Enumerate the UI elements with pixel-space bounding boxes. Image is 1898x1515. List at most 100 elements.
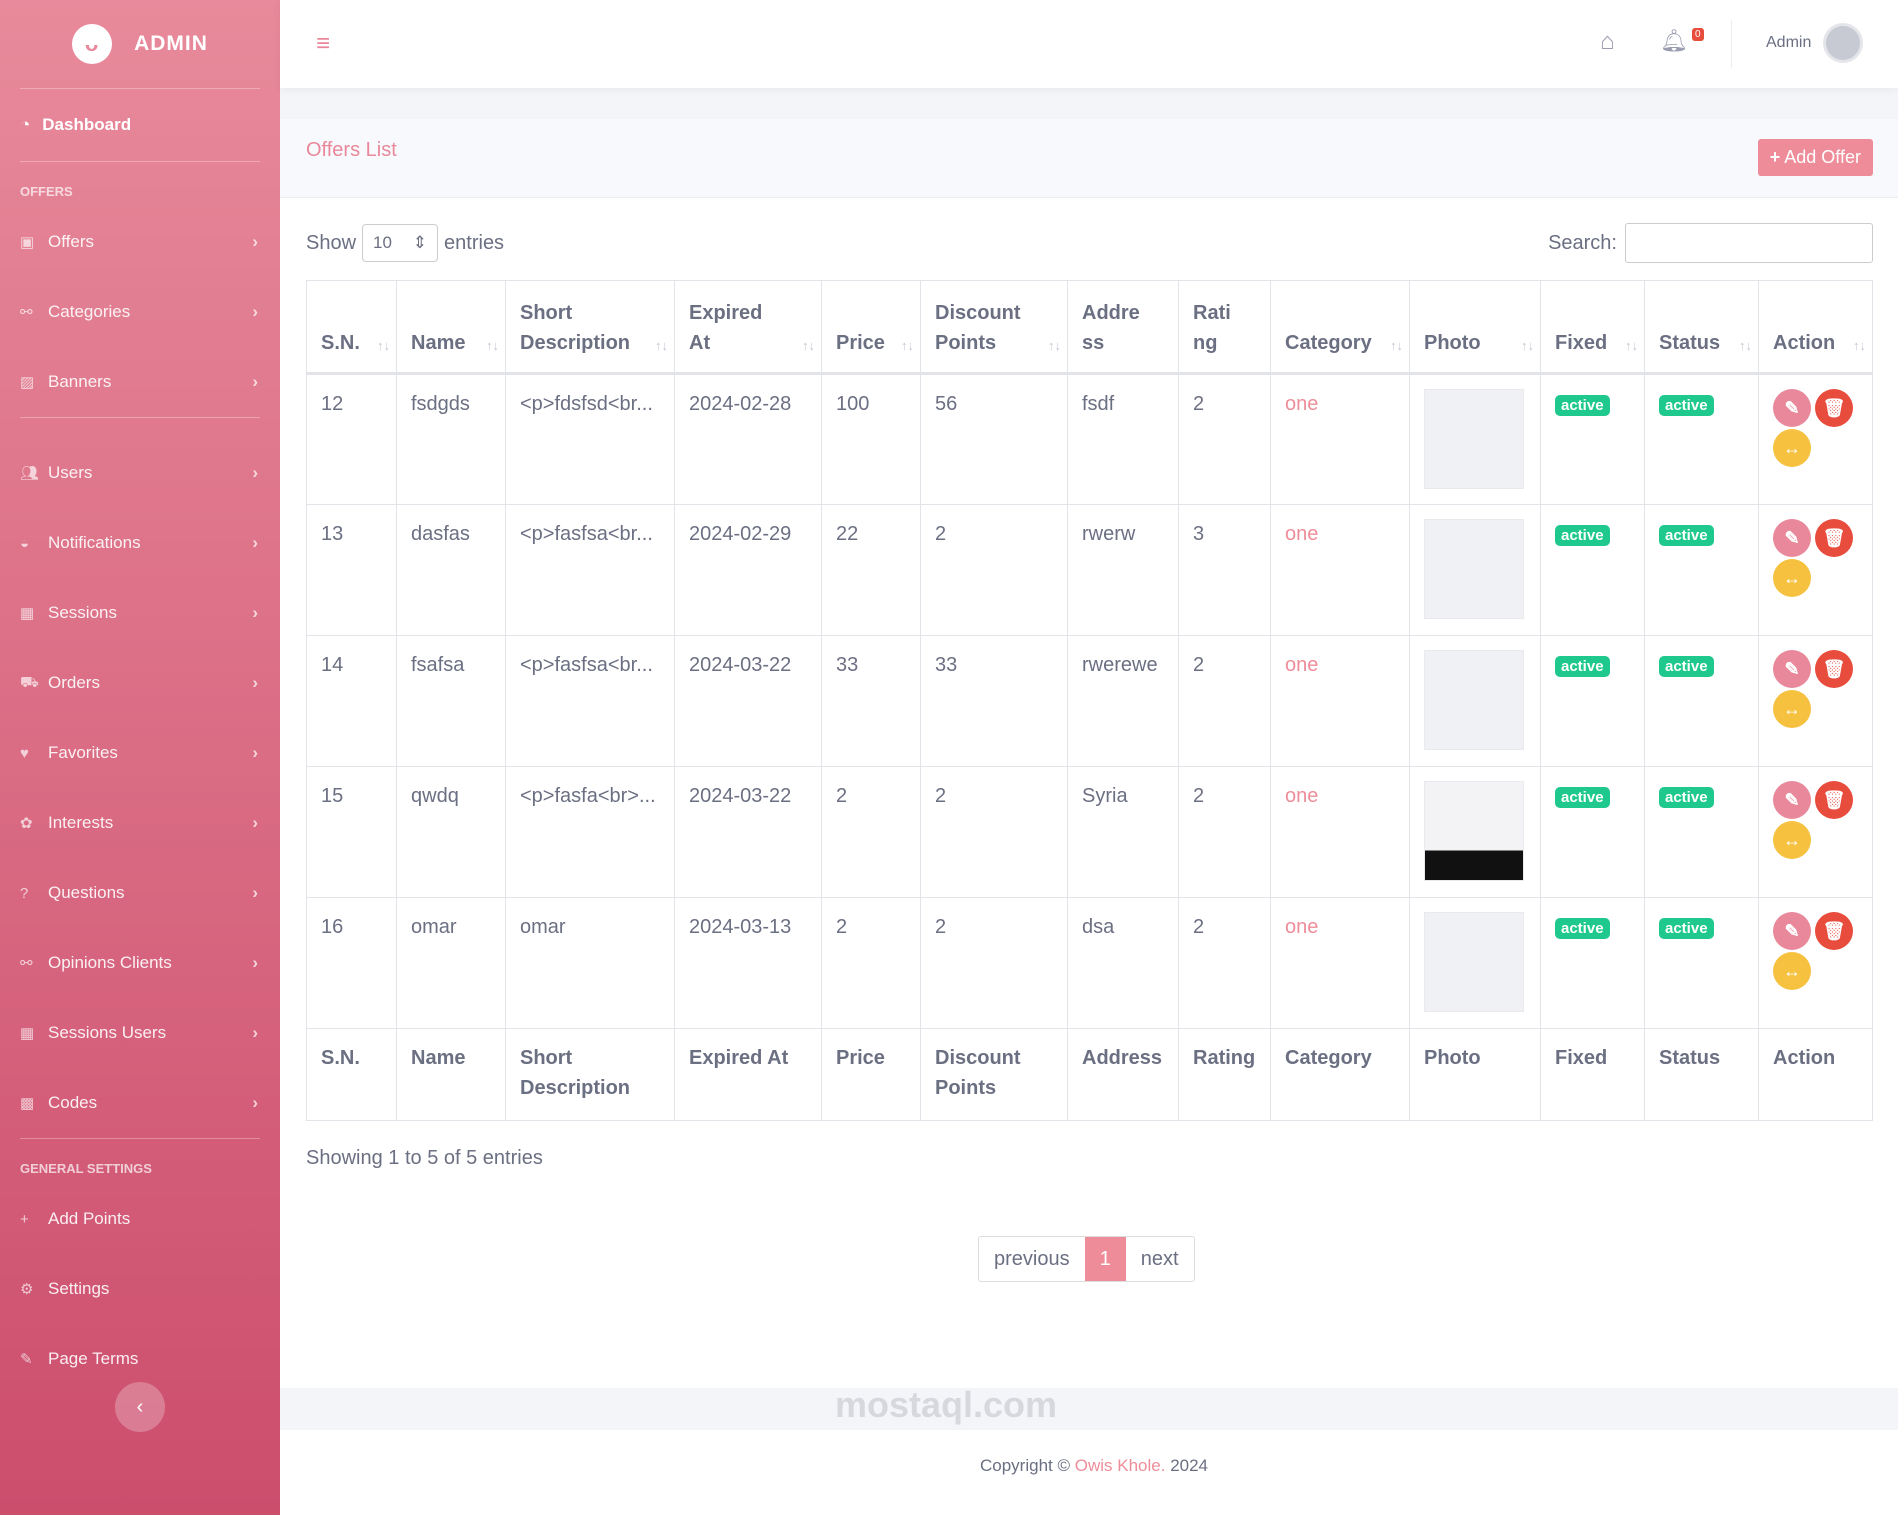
column-header[interactable]: Discount Points ↑↓ — [920, 280, 1068, 375]
sidebar-item-codes[interactable]: ▩ Codes › — [0, 1068, 280, 1138]
cell-expired: 2024-03-22 — [674, 635, 822, 767]
next-button[interactable]: next — [1140, 1247, 1179, 1270]
search-label: Search: — [1548, 231, 1617, 254]
edit-button[interactable]: ✎ — [1773, 389, 1811, 427]
label: Categories — [48, 302, 131, 321]
edit-button[interactable]: ✎ — [1773, 912, 1811, 950]
column-header[interactable]: Fixed ↑↓ — [1540, 280, 1645, 375]
header-text: Category — [1285, 332, 1372, 354]
label: Opinions Clients — [48, 953, 172, 972]
offer-photo[interactable] — [1424, 781, 1524, 881]
cell-expired: 2024-02-29 — [674, 504, 822, 636]
edit-button[interactable]: ✎ — [1773, 650, 1811, 688]
sort-icon: ↑↓ — [1853, 338, 1866, 353]
home-icon[interactable]: ⌂ — [1600, 28, 1615, 55]
bell-icon[interactable]: 🔔︎ — [1660, 28, 1688, 53]
status-badge[interactable]: active — [1659, 395, 1714, 416]
cell-category[interactable]: one — [1270, 635, 1410, 767]
add-offer-button[interactable]: + Add Offer — [1757, 139, 1873, 176]
page-1-button[interactable]: 1 — [1084, 1237, 1126, 1281]
toggle-button[interactable]: ↔ — [1773, 690, 1811, 728]
column-header[interactable]: Rating — [1178, 280, 1271, 375]
sidebar-item-add-points[interactable]: + Add Points — [0, 1184, 280, 1254]
footer-header: Status — [1644, 1028, 1759, 1121]
footer-header: Category — [1270, 1028, 1410, 1121]
offer-photo[interactable] — [1424, 389, 1524, 489]
column-header[interactable]: Photo ↑↓ — [1409, 280, 1541, 375]
sidebar-item-orders[interactable]: ⛟ Orders › — [0, 648, 280, 718]
collapse-sidebar-button[interactable]: ‹ — [115, 1382, 165, 1432]
entries-select[interactable]: 10 ⇕ — [362, 224, 439, 262]
delete-button[interactable]: 🗑︎ — [1815, 912, 1853, 950]
sidebar-item-dashboard[interactable]: ◔ Dashboard — [0, 89, 280, 161]
sidebar-item-banners[interactable]: ▨ Banners › — [0, 347, 280, 417]
column-header[interactable]: Price ↑↓ — [821, 280, 921, 375]
sidebar-item-opinions-clients[interactable]: ⚯ Opinions Clients › — [0, 928, 280, 998]
status-badge[interactable]: active — [1659, 525, 1714, 546]
cell-category[interactable]: one — [1270, 373, 1410, 505]
toggle-button[interactable]: ↔ — [1773, 559, 1811, 597]
sidebar-item-page-terms[interactable]: ✎ Page Terms — [0, 1324, 280, 1394]
chevron-right-icon: › — [252, 232, 258, 251]
column-header[interactable]: Name ↑↓ — [396, 280, 506, 375]
fixed-badge[interactable]: active — [1555, 525, 1610, 546]
sidebar-item-users[interactable]: 👥︎ Users › — [0, 438, 280, 508]
column-header[interactable]: Address — [1067, 280, 1179, 375]
sitemap-icon: ⚯ — [20, 304, 33, 321]
heart-icon: ♥ — [20, 744, 29, 762]
table-icon: ▦ — [20, 605, 35, 622]
toggle-button[interactable]: ↔ — [1773, 952, 1811, 990]
delete-button[interactable]: 🗑︎ — [1815, 389, 1853, 427]
toggle-button[interactable]: ↔ — [1773, 821, 1811, 859]
edit-icon: ✎ — [1784, 397, 1800, 418]
cell-category[interactable]: one — [1270, 897, 1410, 1029]
sort-icon: ↑↓ — [655, 338, 668, 353]
cell-category[interactable]: one — [1270, 504, 1410, 636]
status-badge[interactable]: active — [1659, 918, 1714, 939]
sidebar-item-questions[interactable]: ? Questions › — [0, 858, 280, 928]
previous-button[interactable]: previous — [994, 1247, 1070, 1270]
fixed-badge[interactable]: active — [1555, 395, 1610, 416]
delete-button[interactable]: 🗑︎ — [1815, 519, 1853, 557]
fixed-badge[interactable]: active — [1555, 918, 1610, 939]
header-text: Description — [520, 332, 631, 354]
user-name[interactable]: Admin — [1766, 34, 1812, 51]
column-header[interactable]: Status ↑↓ — [1644, 280, 1759, 375]
sidebar-item-interests[interactable]: ✿ Interests › — [0, 788, 280, 858]
column-header[interactable]: Action ↑↓ — [1758, 280, 1873, 375]
menu-toggle-icon[interactable]: ≡ — [316, 30, 331, 57]
delete-button[interactable]: 🗑︎ — [1815, 650, 1853, 688]
status-badge[interactable]: active — [1659, 656, 1714, 677]
fixed-badge[interactable]: active — [1555, 787, 1610, 808]
fixed-badge[interactable]: active — [1555, 656, 1610, 677]
sidebar-item-notifications[interactable]: ◒ Notifications › — [0, 508, 280, 578]
offer-photo[interactable] — [1424, 912, 1524, 1012]
author-link[interactable]: Owis Khole. — [1074, 1456, 1166, 1475]
avatar[interactable] — [1823, 23, 1863, 63]
delete-button[interactable]: 🗑︎ — [1815, 781, 1853, 819]
offer-photo[interactable] — [1424, 650, 1524, 750]
cell-category[interactable]: one — [1270, 766, 1410, 898]
sidebar-item-sessions[interactable]: ▦ Sessions › — [0, 578, 280, 648]
sidebar-item-favorites[interactable]: ♥ Favorites › — [0, 718, 280, 788]
sidebar-item-sessions-users[interactable]: ▦ Sessions Users › — [0, 998, 280, 1068]
label: Questions — [48, 883, 125, 902]
search-input[interactable] — [1625, 223, 1873, 263]
column-header[interactable]: Short Description ↑↓ — [505, 280, 675, 375]
edit-button[interactable]: ✎ — [1773, 781, 1811, 819]
offer-photo[interactable] — [1424, 519, 1524, 619]
table-row: 15 qwdq <p>fasfa<br>... 2024-03-22 2 2 Syria 2 o… — [306, 766, 1873, 898]
brand[interactable]: ᴗ ADMIN — [0, 0, 280, 88]
header-text: At — [689, 332, 711, 354]
column-header[interactable]: Expired At ↑↓ — [674, 280, 822, 375]
sidebar-item-settings[interactable]: ⚙ Settings — [0, 1254, 280, 1324]
cell-rating: 3 — [1178, 504, 1271, 636]
cell-action: ✎ 🗑︎ ↔ — [1758, 766, 1873, 898]
sidebar-item-offers[interactable]: ▣ Offers › — [0, 207, 280, 277]
column-header[interactable]: S.N. ↑↓ — [306, 280, 397, 375]
toggle-button[interactable]: ↔ — [1773, 429, 1811, 467]
column-header[interactable]: Category ↑↓ — [1270, 280, 1410, 375]
sidebar-item-categories[interactable]: ⚯ Categories › — [0, 277, 280, 347]
status-badge[interactable]: active — [1659, 787, 1714, 808]
edit-button[interactable]: ✎ — [1773, 519, 1811, 557]
